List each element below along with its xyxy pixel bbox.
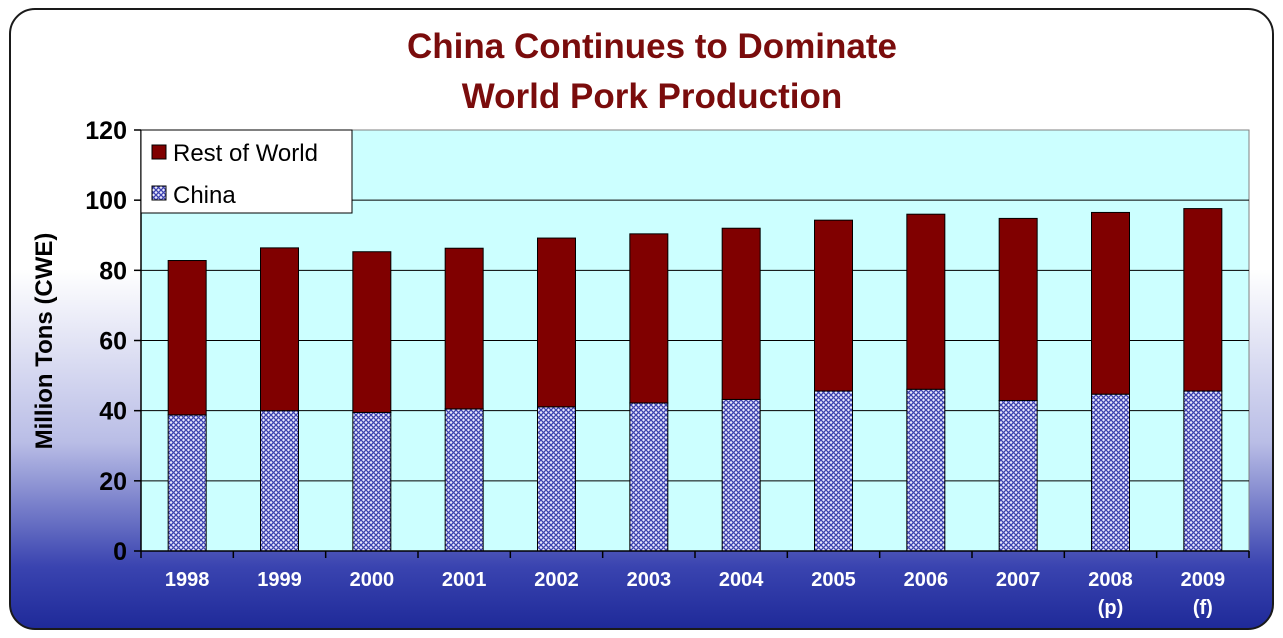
x-tick-label: 2004 [719, 569, 764, 591]
bar-rest-of-world [260, 247, 299, 412]
x-tick-label: 2006 [904, 569, 949, 591]
y-axis-label: Million Tons (CWE) [31, 233, 58, 450]
bar-rest-of-world [537, 237, 576, 408]
bar-rest-of-world [721, 227, 761, 400]
legend: Rest of World China [140, 129, 353, 214]
bar-china [721, 398, 761, 552]
x-tick-label: 1999 [257, 569, 302, 591]
bar-china [1091, 393, 1130, 552]
bar-china [814, 390, 853, 552]
bar-rest-of-world [1091, 211, 1130, 395]
chart-frame: China Continues to Dominate World Pork P… [9, 8, 1274, 630]
x-tick-label: 2003 [627, 569, 672, 591]
bars [167, 208, 1223, 552]
legend-box [140, 129, 353, 214]
x-tick-label: 2000 [350, 569, 395, 591]
bar-rest-of-world [352, 251, 392, 413]
y-tick-label: 20 [99, 468, 127, 496]
bar-china [537, 406, 576, 552]
bar-china [1183, 390, 1223, 552]
x-tick-label: 2001 [442, 569, 487, 591]
y-tick-label: 40 [99, 398, 127, 426]
bar-rest-of-world [998, 217, 1038, 401]
bar-china [167, 414, 207, 552]
legend-swatch-china [151, 185, 167, 201]
x-tick-label: 1998 [165, 569, 210, 591]
legend-label-rest-of-world: Rest of World [173, 140, 318, 167]
y-tick-label: 0 [113, 538, 127, 566]
bar-rest-of-world [629, 233, 669, 404]
x-tick-label: 2002 [534, 569, 579, 591]
chart-title-line-1: China Continues to Dominate [407, 27, 897, 66]
y-tick-label: 80 [99, 257, 127, 285]
bar-rest-of-world [1183, 208, 1223, 392]
y-tick-label: 120 [85, 117, 127, 145]
bar-china [629, 402, 669, 552]
bar-china [998, 399, 1038, 552]
x-tick-label: (f) [1193, 597, 1213, 619]
x-tick-label: 2009 [1181, 569, 1226, 591]
x-tick-label: (p) [1098, 597, 1124, 619]
x-tick-label: 2008 [1088, 569, 1133, 591]
x-tick-label: 2007 [996, 569, 1041, 591]
bar-china [260, 410, 299, 552]
x-tick-label: 2005 [811, 569, 856, 591]
chart-title-line-2: World Pork Production [462, 77, 842, 116]
bar-china [906, 388, 946, 552]
bar-rest-of-world [167, 260, 207, 416]
bar-rest-of-world [906, 213, 946, 390]
legend-label-china: China [173, 182, 236, 209]
y-tick-labels: 0 20 40 60 80 100 120 [85, 117, 127, 566]
y-tick-label: 100 [85, 187, 127, 215]
bar-china [352, 411, 392, 552]
legend-swatch-rest-of-world [151, 144, 167, 160]
x-tick-labels: 1998 1999 2000 2001 2002 2003 2004 2005 2006 2007… [165, 569, 1225, 619]
chart: China Continues to Dominate World Pork P… [31, 27, 1250, 619]
bar-rest-of-world [814, 219, 853, 392]
bar-china [444, 408, 484, 552]
y-tick-label: 60 [99, 328, 127, 356]
bar-rest-of-world [444, 247, 484, 410]
